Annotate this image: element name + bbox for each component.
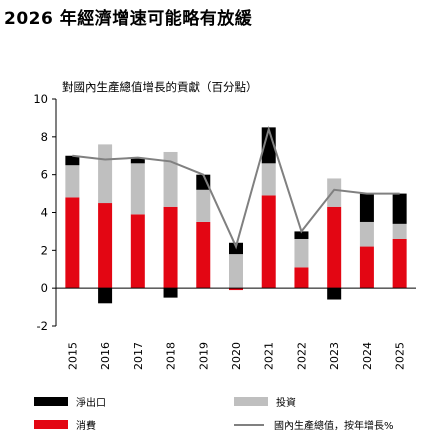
bar-investment-2024	[359, 221, 374, 247]
bar-investment-2015	[65, 165, 80, 198]
bar-net-exports-2019	[196, 174, 211, 190]
bar-investment-2021	[261, 163, 276, 196]
bar-net-exports-2023	[327, 288, 342, 300]
legend-swatch-gdp	[234, 423, 264, 426]
bar-consumption-2024	[359, 246, 374, 289]
chart-title: 對國內生產總值增長的貢獻（百分點）	[62, 80, 258, 94]
legend-item-gdp: 國內生產總值，按年增長%	[234, 417, 394, 432]
legend-label-gdp: 國內生產總值，按年增長%	[274, 421, 394, 432]
legend-item-investment: 投資	[234, 394, 296, 409]
legend-label-investment: 投資	[276, 398, 296, 409]
bar-investment-2025	[392, 223, 407, 239]
bar-consumption-2025	[392, 238, 407, 289]
bar-consumption-2017	[130, 214, 145, 289]
bar-net-exports-2021	[261, 127, 276, 164]
y-tick-label: 6	[41, 168, 48, 182]
gdp-growth-line	[72, 125, 400, 250]
bar-consumption-2021	[261, 195, 276, 289]
y-tick-label: 4	[41, 206, 48, 220]
bar-consumption-2016	[98, 203, 113, 289]
legend-label-consumption: 消費	[76, 421, 96, 432]
x-tick-label: 2019	[197, 342, 210, 370]
legend-swatch-investment	[234, 397, 268, 406]
bar-consumption-2018	[163, 206, 178, 289]
x-tick-label: 2020	[230, 342, 243, 370]
x-tick-label: 2015	[66, 342, 79, 370]
y-tick-label: 0	[41, 281, 48, 295]
legend-label-net-exports: 淨出口	[76, 398, 106, 409]
legend-item-consumption: 消費	[34, 417, 96, 432]
bar-investment-2020	[229, 254, 243, 289]
y-tick-label: -2	[37, 319, 48, 333]
bar-investment-2022	[294, 238, 309, 268]
bar-net-exports-2018	[163, 288, 178, 298]
x-tick-label: 2022	[295, 342, 308, 370]
bar-net-exports-2016	[98, 288, 113, 304]
x-tick-label: 2016	[99, 342, 112, 370]
x-tick-label: 2017	[132, 342, 145, 370]
legend-swatch-consumption	[34, 420, 68, 429]
bar-net-exports-2017	[130, 157, 145, 164]
gdp-line-group	[72, 125, 400, 250]
bar-consumption-2022	[294, 267, 309, 289]
x-tick-label: 2021	[263, 342, 276, 370]
bar-investment-2023	[327, 178, 342, 207]
x-tick-label: 2018	[165, 342, 178, 370]
axes-group: -2 0 2 4 6 8 10 2015 2016 2017 2018 2019 2020 2021 202…	[33, 92, 416, 370]
y-tick-label: 10	[33, 92, 48, 106]
bars-group	[65, 127, 407, 304]
x-tick-label: 2024	[361, 342, 374, 370]
bar-net-exports-2022	[294, 231, 309, 239]
bar-consumption-2019	[196, 221, 211, 289]
bar-net-exports-2015	[65, 155, 80, 166]
x-tick-label: 2025	[394, 342, 407, 370]
page-title: 2026 年經濟增速可能略有放緩	[4, 9, 253, 29]
bar-net-exports-2025	[392, 193, 407, 224]
legend-swatch-net-exports	[34, 397, 68, 406]
bar-investment-2017	[130, 163, 145, 215]
y-tick-label: 8	[41, 130, 48, 144]
bar-consumption-2015	[65, 197, 80, 289]
bar-investment-2016	[98, 144, 113, 204]
bar-investment-2019	[196, 189, 211, 222]
bar-consumption-2020	[229, 288, 243, 291]
bar-investment-2018	[163, 151, 178, 207]
legend-item-net-exports: 淨出口	[34, 394, 106, 409]
bar-consumption-2023	[327, 206, 342, 289]
x-tick-label: 2023	[328, 342, 341, 370]
bar-net-exports-2024	[359, 193, 374, 222]
y-tick-label: 2	[41, 243, 48, 257]
